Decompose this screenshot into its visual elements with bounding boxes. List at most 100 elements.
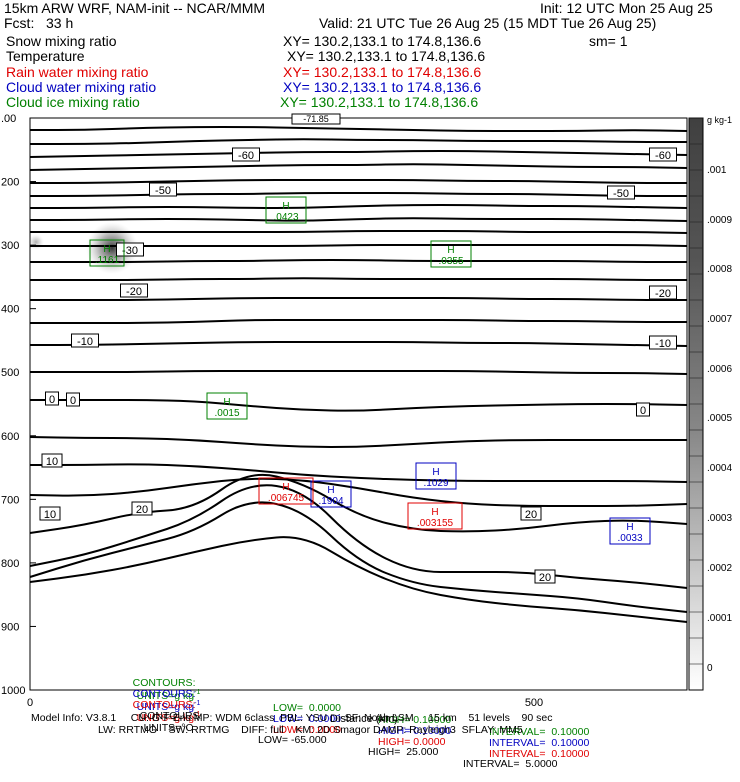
- colorbar-tick-label: .0007: [707, 314, 732, 325]
- y-tick-label: .00: [1, 113, 16, 125]
- isotherm-label-box: [120, 283, 148, 298]
- isotherm-label: -60: [238, 150, 254, 162]
- model-title: 15km ARW WRF, NAM-init -- NCAR/MMM: [4, 0, 266, 16]
- contour-rain-low: LOW= 0.0000: [273, 723, 341, 736]
- contour-ice-interval: INTERVAL= 0.10000: [489, 725, 590, 738]
- field-name-cloudice: Cloud ice mixing ratio: [6, 94, 140, 110]
- high-marker-box: [407, 502, 463, 530]
- temperature-contour: [29, 477, 688, 507]
- isotherm-label: -20: [655, 288, 671, 300]
- contour-rain-units: UNITS=g kg: [136, 711, 195, 724]
- isotherm-label: -50: [155, 185, 171, 197]
- field-xy-cloudwater: XY= 130.2,133.1 to 174.8,136.6: [283, 79, 482, 95]
- isotherm-label: 20: [525, 509, 537, 521]
- temperature-contour: [29, 341, 688, 347]
- high-marker-box: [265, 196, 307, 224]
- y-tick-label: 200: [1, 177, 19, 189]
- contour-cloudwater-low: LOW= 0.0000: [273, 712, 341, 725]
- high-marker-value: .1161: [95, 255, 120, 266]
- model-info-line2: LW: RRTMG SW: RRTMG DIFF: full KM: 2D Sm…: [98, 724, 523, 736]
- high-marker-box: [430, 240, 472, 268]
- isotherm-label: 0: [70, 395, 76, 407]
- colorbar-tick-label: .0002: [707, 563, 732, 574]
- field-xy-rain: XY= 130.2,133.1 to 174.8,136.6: [283, 64, 482, 80]
- contour-info-ice: CONTOURS: UNITS=g kg-1 LOW= 0.0000 HIGH=…: [132, 677, 590, 738]
- high-marker-box: [415, 462, 457, 490]
- y-tick-label: 1000: [1, 685, 25, 697]
- temperature-contour: [30, 179, 687, 184]
- cross-section-chart: -60 -60 -50 -50 -30 -20 -20 -10 -10 0 0 0 10 10 20 20 20…: [1, 113, 732, 709]
- high-marker-label: H: [431, 507, 438, 518]
- forecast-hour: Fcst: 33 h: [4, 15, 74, 31]
- isotherm-label-box: [39, 506, 61, 521]
- colorbar-tick-label: .0005: [707, 413, 732, 424]
- high-marker-label: H: [447, 245, 454, 256]
- y-tick-label: 400: [1, 304, 19, 316]
- temperature-contour: [30, 125, 688, 132]
- isotherm-label-box: [116, 242, 144, 257]
- colorbar-tick-label: .0008: [707, 264, 732, 275]
- temperature-contour: [29, 149, 688, 158]
- temperature-contour: [30, 399, 688, 412]
- isotherm-label: -30: [122, 245, 138, 257]
- field-name-temperature: Temperature: [6, 48, 85, 64]
- contour-ice-units: UNITS=g kg: [136, 689, 195, 702]
- temperature-contour: [29, 163, 688, 171]
- high-marker-label: H: [103, 244, 110, 255]
- isotherm-label-box: [607, 185, 635, 200]
- field-xy-cloudice: XY= 130.2,133.1 to 174.8,136.6: [280, 94, 479, 110]
- field-name-cloudwater: Cloud water mixing ratio: [6, 79, 157, 95]
- snow-shading-blob: [28, 234, 44, 250]
- high-marker-value: .1904: [318, 496, 343, 507]
- contour-temp-interval: INTERVAL= 5.0000: [463, 758, 558, 770]
- isotherm-label: -10: [77, 336, 93, 348]
- temperature-contour: [29, 484, 688, 589]
- high-marker-value: .006745: [268, 493, 305, 504]
- x-tick-label: 500: [525, 697, 543, 709]
- y-tick-label: 800: [1, 558, 19, 570]
- high-marker-value: .1029: [423, 478, 448, 489]
- isotherm-label-box: [649, 285, 677, 300]
- high-marker-value: .003155: [417, 518, 454, 529]
- high-marker-box: [609, 517, 651, 545]
- isotherm-label-box: [149, 182, 177, 197]
- temperature-contour: [30, 217, 688, 222]
- isotherm-label: -50: [613, 188, 629, 200]
- field-xy-temperature: XY= 130.2,133.1 to 174.8,136.6: [287, 48, 486, 64]
- y-tick-label: 300: [1, 240, 19, 252]
- contour-cloudwater-high: HIGH= 0.10000: [378, 724, 452, 737]
- y-tick-label: 600: [1, 431, 19, 443]
- contour-ice-label: CONTOURS:: [132, 677, 196, 689]
- isotherm-label: -10: [655, 338, 671, 350]
- isotherm-labels: -60 -60 -50 -50 -30 -20 -20 -10 -10 0 0 0 10 10 20 20 20…: [39, 113, 677, 584]
- high-marker-value: .0033: [617, 533, 642, 544]
- contour-ice-high: HIGH= 0.10000: [378, 713, 452, 726]
- temperature-contour: [30, 463, 688, 483]
- isotherm-label-box: [520, 506, 542, 521]
- contour-temp-label: CONTOURS:: [139, 710, 203, 722]
- y-tick-label: 500: [1, 367, 19, 379]
- isotherm-label: 20: [539, 572, 551, 584]
- isotherm-label-box: [66, 392, 80, 407]
- high-marker-label: H: [282, 482, 289, 493]
- y-tick-label: 700: [1, 494, 19, 506]
- colorbar-tick-label: .0001: [707, 613, 732, 624]
- isotherm-label-box: [649, 335, 677, 350]
- isotherm-label: 10: [46, 456, 58, 468]
- temperature-contour: [30, 319, 687, 324]
- isotherm-label: 20: [136, 504, 148, 516]
- isotherm-label: 0: [640, 405, 646, 417]
- temperature-contour: [29, 473, 688, 534]
- high-marker-label: H: [626, 522, 633, 533]
- isotherm-label: -60: [655, 150, 671, 162]
- contour-cloudwater-units: UNITS=g kg: [136, 700, 195, 713]
- temperature-contour: [29, 536, 688, 623]
- contour-cloudwater-label: CONTOURS:: [132, 688, 196, 700]
- high-markers: H.0423H.0355H.1161H.0015H.1029H.1904H.00…: [89, 196, 651, 545]
- temperature-contour: [29, 296, 687, 302]
- x-axis-label: Distance (km): [330, 713, 398, 725]
- temperature-contour: [29, 436, 687, 449]
- isotherm-label-box: [636, 402, 650, 417]
- isotherm-label-box: [41, 453, 63, 468]
